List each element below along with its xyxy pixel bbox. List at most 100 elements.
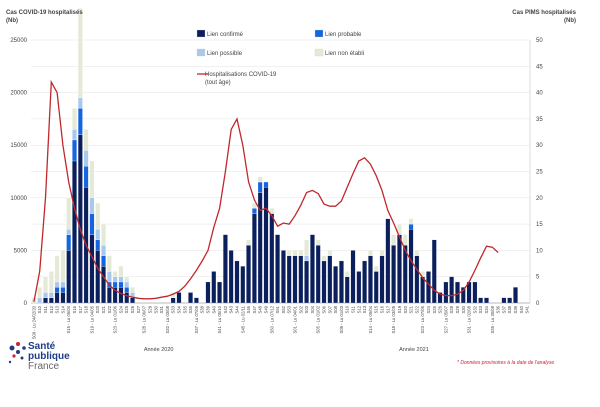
category-label: S09 - Lu 01/03	[339, 305, 344, 333]
category-label: S13	[55, 305, 60, 313]
bar-segment	[43, 292, 48, 298]
bar-segment	[379, 255, 385, 304]
bar-segment	[194, 297, 199, 304]
category-label: S23 - Lu 07/06	[420, 305, 425, 333]
bar-segment	[315, 245, 321, 304]
category-label: S21	[409, 305, 414, 313]
bar-segment	[373, 266, 379, 272]
bar-segment	[77, 97, 83, 109]
bar-segment	[48, 292, 54, 298]
right-tick-label: 30	[536, 143, 543, 149]
category-label: S41 - Lu 05/10	[217, 305, 222, 333]
bar-segment	[95, 239, 101, 251]
bar-segment	[72, 160, 77, 304]
bar-segment	[472, 281, 478, 304]
bar-segment	[281, 250, 286, 304]
line-series	[33, 79, 499, 303]
category-label: S29	[147, 305, 152, 313]
bar-segment	[373, 271, 379, 304]
bar-segment	[397, 234, 402, 304]
left-tick-label: 15000	[10, 143, 27, 149]
bar-segment	[130, 297, 135, 304]
right-tick-label: 25	[536, 170, 543, 176]
bar-segment	[112, 271, 118, 277]
category-label: S53	[287, 305, 292, 313]
category-label: S35 - Lu 30/08	[490, 305, 495, 333]
logo-line3: France	[28, 361, 60, 372]
category-label: S22	[414, 305, 419, 313]
bar-segment	[356, 271, 362, 304]
left-tick-label: 20000	[10, 91, 27, 97]
bar-segment	[223, 234, 228, 304]
bar-segment	[118, 266, 124, 277]
category-label: S27 - Lu 05/07	[443, 305, 448, 333]
legend-label: Hospitalisations COVID-19	[205, 72, 277, 78]
bar-segment	[107, 255, 112, 272]
bar-segment	[118, 281, 124, 288]
bar-segment	[304, 260, 309, 304]
category-label: S34	[177, 305, 182, 313]
legend-label: Lien possible	[207, 51, 243, 57]
bar-segment	[95, 202, 101, 230]
bar-segment	[54, 287, 60, 293]
category-label: S52	[281, 305, 286, 313]
category-label: S28	[449, 305, 454, 313]
category-label: S18 - Lu 03/05	[391, 305, 396, 333]
logo-line1: Santé	[28, 341, 56, 352]
bar-segment	[60, 281, 66, 288]
category-label: S45 - Lu 02/11	[240, 305, 245, 333]
bar-segment	[89, 234, 95, 304]
bar-segment	[176, 292, 182, 304]
bar-segment	[327, 250, 333, 256]
category-label: S30	[461, 305, 466, 313]
bar-segment	[124, 292, 130, 304]
legend-label: Lien probable	[325, 32, 362, 38]
right-axis-title: Cas PIMS hospitalisés	[512, 10, 576, 16]
category-label: S10	[37, 305, 42, 313]
bar-segment	[252, 213, 257, 304]
bar-segment	[112, 281, 118, 288]
bar-segment	[89, 197, 95, 214]
bar-segment	[321, 255, 327, 262]
category-label: S25	[432, 305, 437, 313]
category-label: S33	[171, 305, 176, 313]
bar-segment	[339, 260, 344, 304]
right-axis-unit: (Nb)	[564, 18, 576, 24]
category-label: S34	[484, 305, 489, 313]
bar-segment	[54, 255, 60, 283]
bar-segment	[344, 276, 350, 304]
category-label: S04	[310, 305, 315, 313]
category-label: S30	[153, 305, 158, 313]
bar-segment	[101, 223, 106, 246]
bar-segment	[484, 297, 489, 304]
bar-segment	[391, 245, 396, 304]
right-tick-label: 45	[536, 64, 543, 70]
bar-segment	[211, 271, 217, 304]
bar-segment	[118, 287, 124, 304]
bar-segment	[443, 281, 449, 304]
logo-text: Santé publique France	[28, 342, 70, 372]
bar-segment	[414, 250, 420, 256]
right-tick-label: 0	[536, 301, 540, 307]
bar-segment	[188, 292, 193, 304]
category-label: S36	[496, 305, 501, 313]
bar-segment	[83, 129, 89, 151]
category-label: S32	[472, 305, 477, 313]
bar-segment	[228, 250, 234, 304]
bar-segment	[217, 281, 222, 304]
bar-segment	[66, 229, 72, 235]
left-tick-label: 10000	[10, 196, 27, 202]
bar-segment	[414, 255, 420, 304]
bars	[31, 8, 518, 304]
category-label: S22	[107, 305, 112, 313]
legend-swatch	[196, 48, 206, 57]
category-label: S29	[455, 305, 460, 313]
bar-segment	[437, 292, 443, 304]
axes: 0 5000 10000 15000 20000 25000 0 5 10 15 20 25 30 35 4…	[10, 38, 543, 353]
category-label: S14 - Lu 05/04	[368, 305, 373, 333]
bar-segment	[107, 271, 112, 283]
year-label: Année 2021	[399, 347, 429, 353]
bar-segment	[54, 281, 60, 288]
bar-segment	[101, 266, 106, 304]
category-label: S12	[356, 305, 361, 313]
